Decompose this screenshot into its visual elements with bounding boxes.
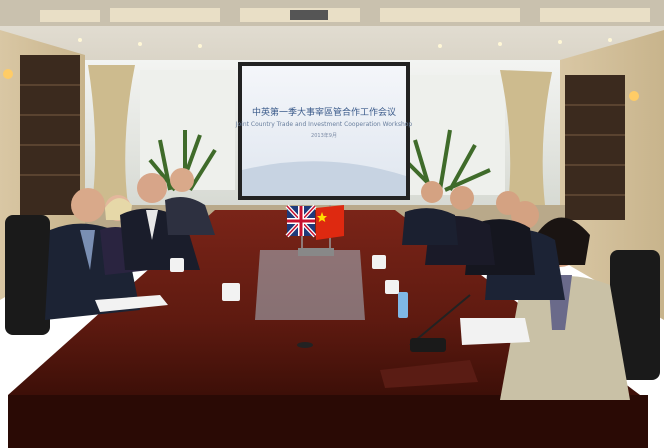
ceiling (0, 0, 664, 72)
uk-delegation (5, 168, 240, 335)
chair (5, 215, 50, 335)
document (460, 318, 530, 345)
document (95, 295, 168, 312)
microphone-base (410, 338, 446, 352)
screen-title: 中英第一季大事宰區管合作工作会议 (252, 106, 396, 118)
person (71, 188, 105, 222)
notebook (380, 360, 478, 388)
water-bottle (398, 292, 408, 318)
wall-lamp-right (629, 91, 639, 101)
china-flag-icon (316, 205, 344, 250)
table-microphone-port (297, 342, 313, 348)
cup (385, 280, 399, 294)
uk-flag-icon (285, 204, 317, 250)
plant-left (148, 130, 217, 192)
projection-screen: 中英第一季大事宰區管合作工作会议 Joint Country Trade and… (235, 62, 413, 200)
screen-date: 2013年9月 (311, 132, 337, 139)
person (170, 168, 194, 192)
person (450, 186, 474, 210)
china-delegation (372, 181, 660, 400)
person (496, 191, 520, 215)
person (137, 173, 167, 203)
flag-stand (298, 248, 334, 256)
cup (222, 283, 240, 301)
plant-right (403, 129, 491, 192)
curtain-right (500, 70, 552, 205)
wall-lamp-left (3, 69, 13, 79)
screen-subtitle: Joint Country Trade and Investment Coope… (235, 121, 413, 128)
projector (290, 10, 328, 20)
cup (170, 258, 184, 272)
microphone (409, 294, 471, 346)
chair (610, 250, 660, 380)
curtain-left (88, 65, 135, 205)
table-reflection (255, 250, 365, 320)
person (421, 181, 443, 203)
cup (372, 255, 386, 269)
